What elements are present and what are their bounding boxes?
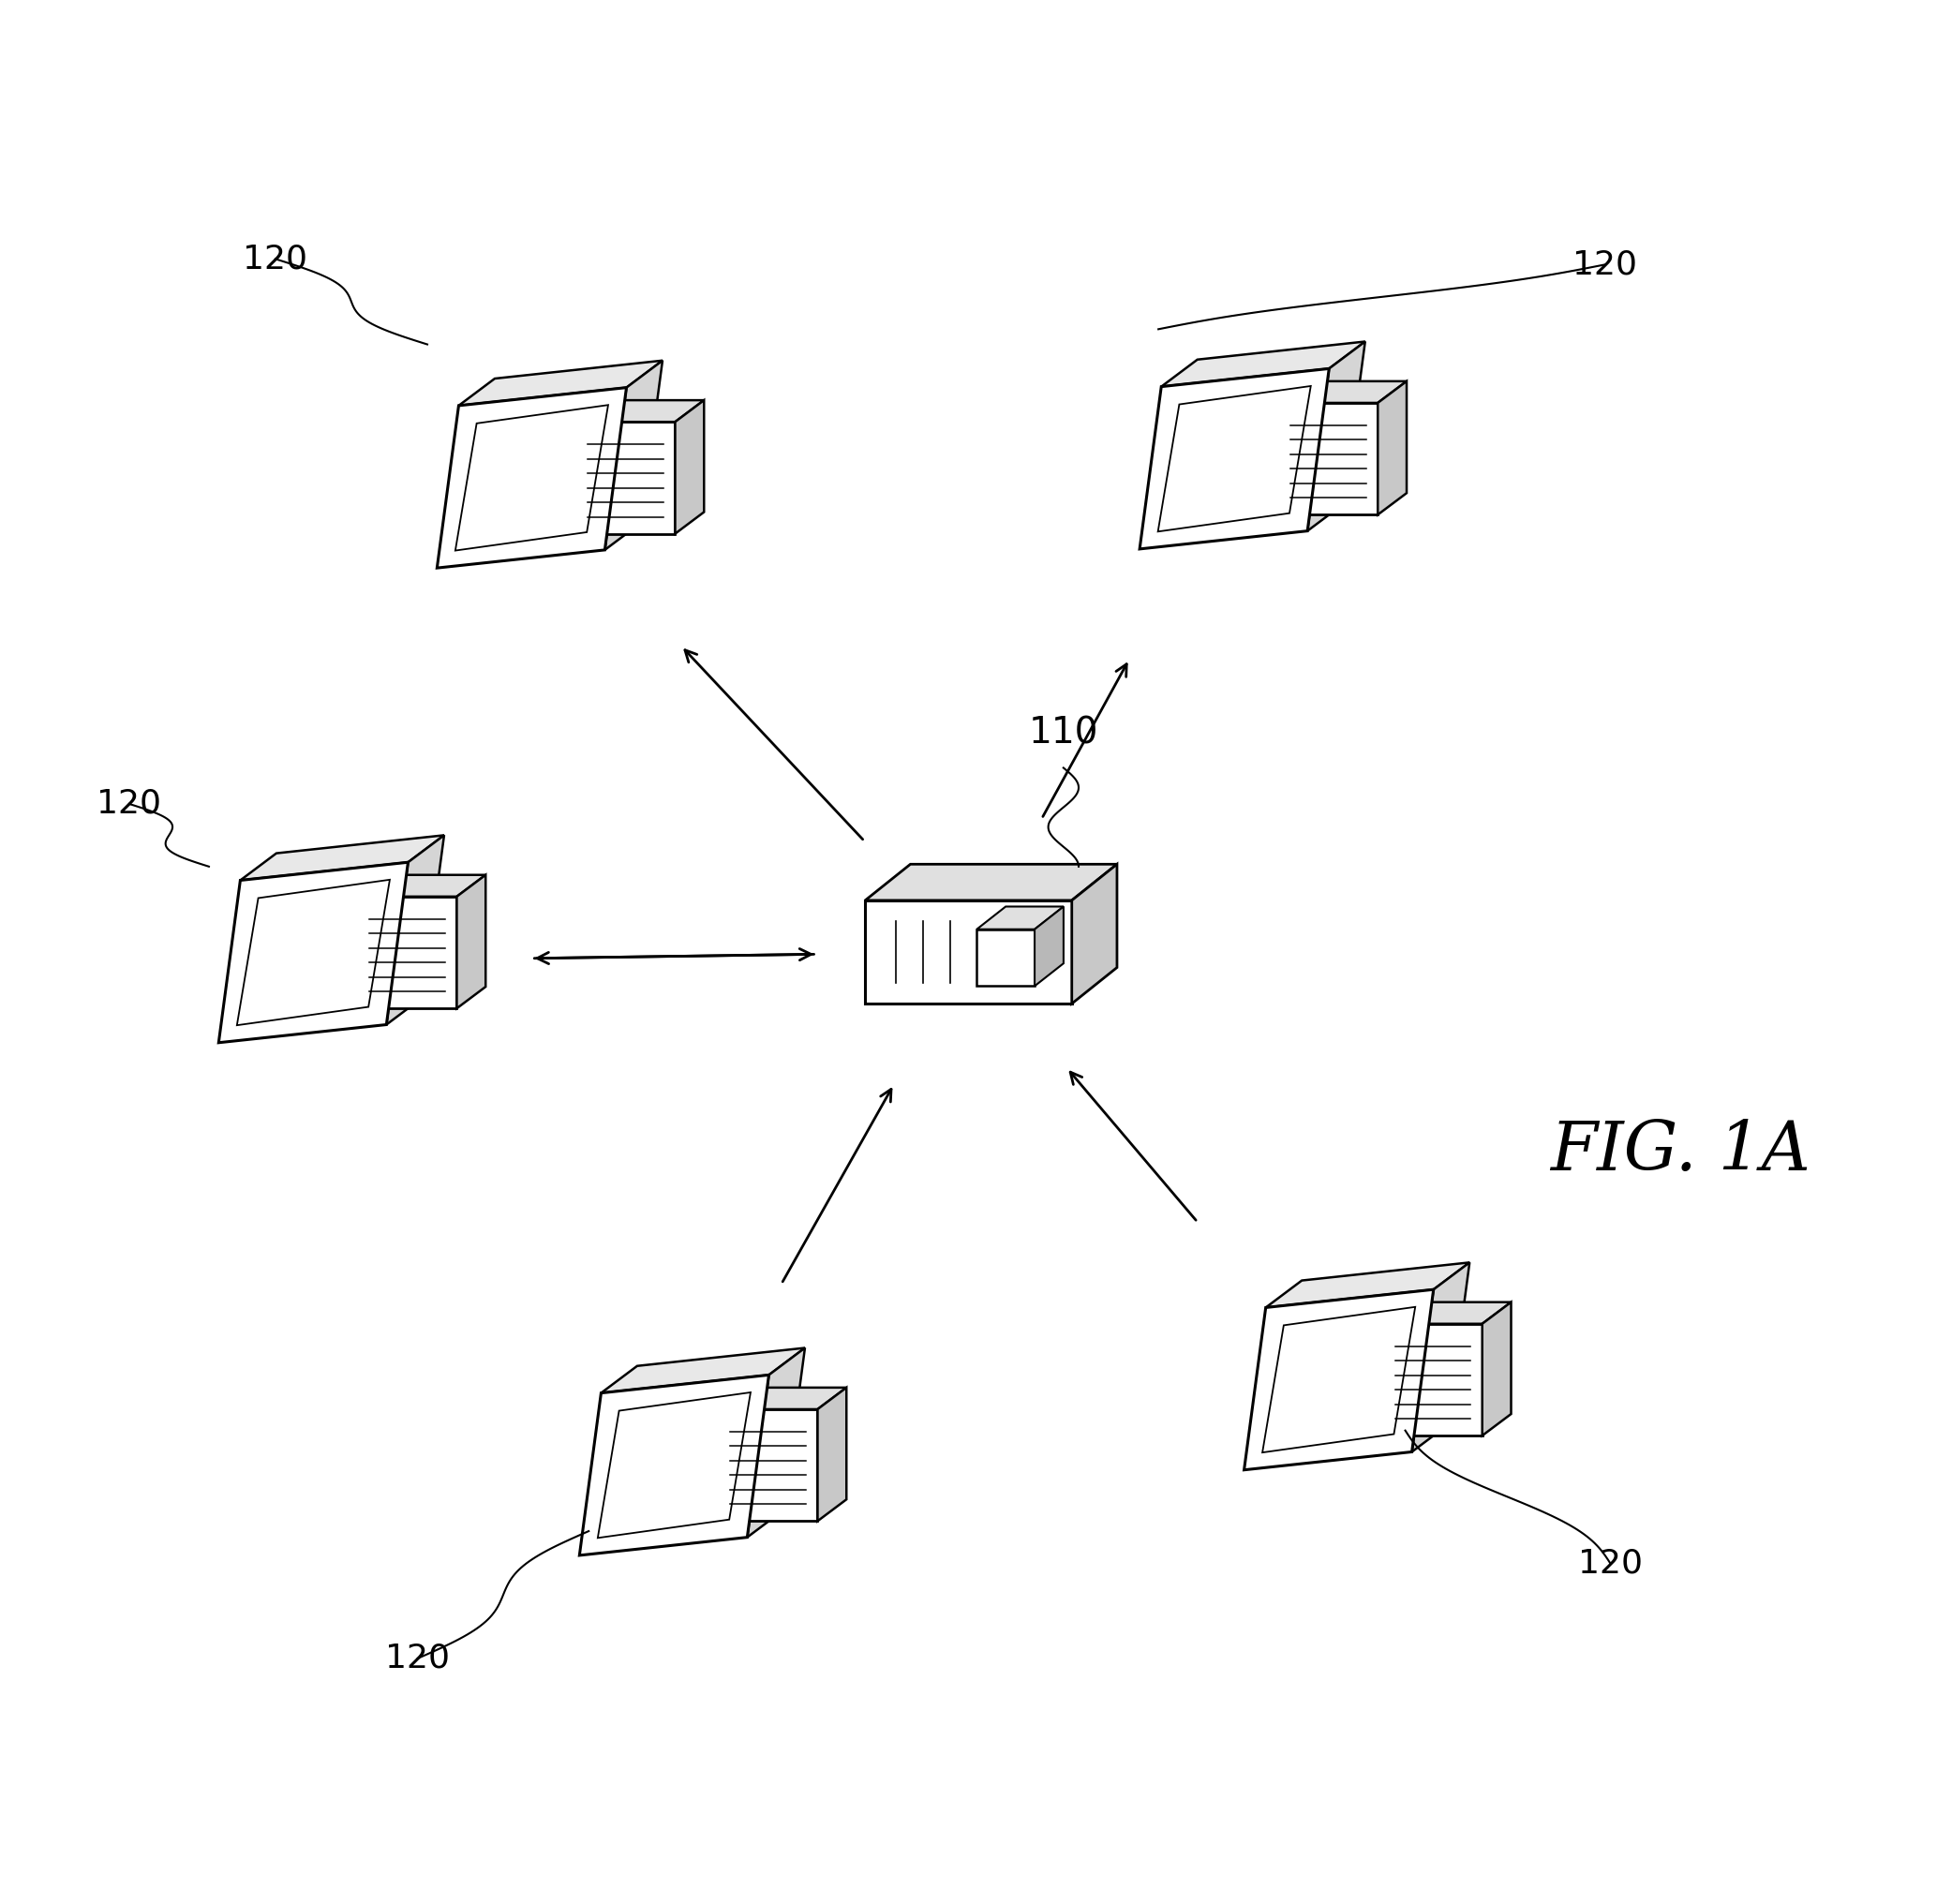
Polygon shape	[1071, 864, 1118, 1003]
Polygon shape	[1162, 341, 1366, 387]
Polygon shape	[599, 1392, 750, 1538]
Polygon shape	[600, 1348, 806, 1394]
Polygon shape	[817, 1388, 846, 1521]
Polygon shape	[1278, 404, 1377, 514]
Text: 120: 120	[1573, 249, 1637, 280]
Polygon shape	[1412, 1262, 1470, 1453]
Polygon shape	[455, 406, 608, 550]
Polygon shape	[1377, 381, 1406, 514]
Text: 120: 120	[97, 788, 161, 821]
Polygon shape	[385, 836, 444, 1024]
Polygon shape	[219, 863, 409, 1043]
Polygon shape	[976, 906, 1063, 929]
Polygon shape	[240, 836, 444, 880]
Polygon shape	[1263, 1306, 1416, 1453]
Text: 120: 120	[242, 244, 308, 274]
Polygon shape	[866, 864, 1118, 901]
Polygon shape	[236, 880, 389, 1024]
Polygon shape	[719, 1409, 817, 1521]
Polygon shape	[459, 360, 662, 406]
Polygon shape	[748, 1348, 806, 1537]
Polygon shape	[457, 876, 486, 1009]
Polygon shape	[438, 388, 626, 567]
Polygon shape	[358, 876, 486, 897]
Polygon shape	[1139, 369, 1329, 548]
Polygon shape	[575, 400, 703, 423]
Polygon shape	[1482, 1302, 1511, 1436]
Polygon shape	[1383, 1302, 1511, 1323]
Polygon shape	[1265, 1262, 1470, 1308]
Polygon shape	[604, 360, 662, 550]
Polygon shape	[579, 1375, 769, 1556]
Polygon shape	[676, 400, 703, 533]
Polygon shape	[1307, 341, 1366, 531]
Polygon shape	[1244, 1289, 1433, 1470]
Polygon shape	[976, 929, 1034, 986]
Polygon shape	[1034, 906, 1063, 986]
Polygon shape	[866, 901, 1071, 1003]
Text: 120: 120	[1579, 1548, 1643, 1578]
Polygon shape	[358, 897, 457, 1009]
Text: FIG. 1A: FIG. 1A	[1550, 1118, 1811, 1184]
Polygon shape	[1278, 381, 1406, 404]
Polygon shape	[1158, 387, 1311, 531]
Polygon shape	[1383, 1323, 1482, 1436]
Polygon shape	[575, 423, 676, 533]
Text: 110: 110	[1029, 716, 1098, 752]
Polygon shape	[719, 1388, 846, 1409]
Text: 120: 120	[385, 1643, 449, 1674]
